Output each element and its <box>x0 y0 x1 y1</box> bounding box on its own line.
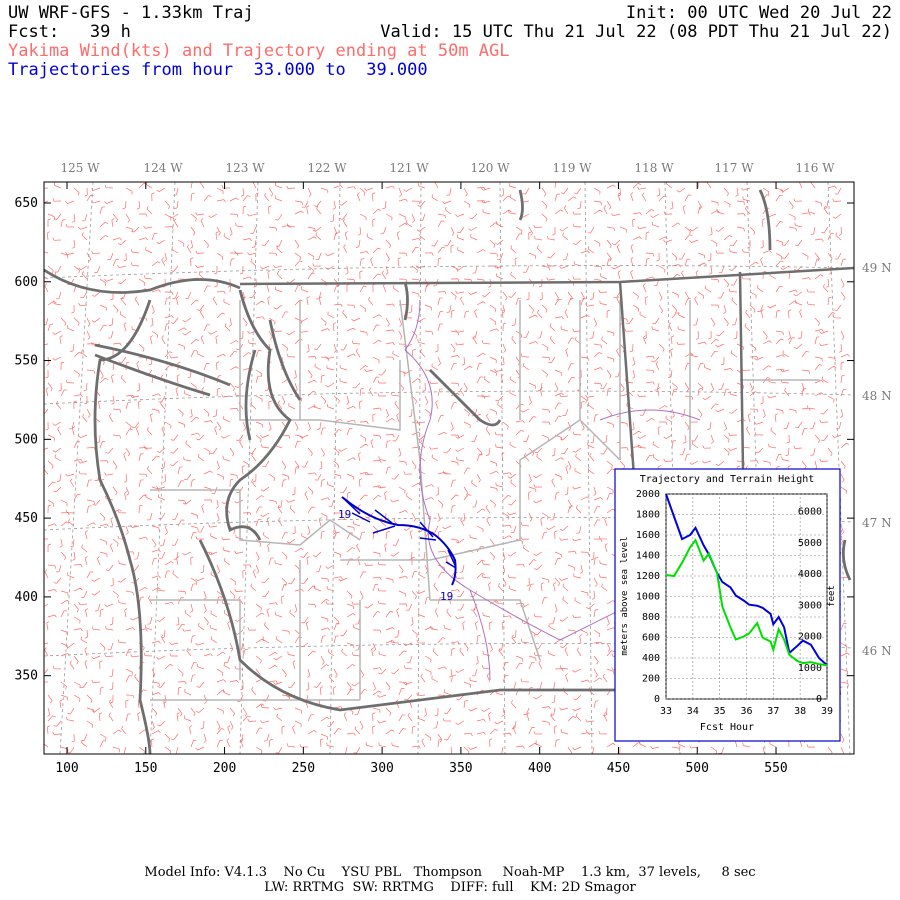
inset-x-tick-label: 37 <box>767 706 779 717</box>
inset-y2-tick-label: 2000 <box>798 632 822 643</box>
longitude-label: 125 W <box>60 161 100 175</box>
latitude-label: 48 N <box>862 389 892 403</box>
longitude-label: 117 W <box>714 161 754 175</box>
forecast-label: Fcst: 39 h <box>8 23 131 41</box>
y-tick-label: 350 <box>15 669 38 684</box>
x-tick-label: 150 <box>134 761 157 776</box>
valid-time: Valid: 15 UTC Thu 21 Jul 22 (08 PDT Thu … <box>380 22 892 42</box>
inset-x-tick-label: 38 <box>794 706 806 717</box>
x-tick-label: 400 <box>528 761 551 776</box>
longitude-label: 116 W <box>795 161 835 175</box>
inset-y-tick-label: 1000 <box>636 592 660 603</box>
longitude-label: 119 W <box>552 161 592 175</box>
inset-ylabel-left: meters above sea level <box>620 536 630 655</box>
inset-y2-tick-label: 6000 <box>798 507 822 518</box>
title-init: Init: 00 UTC Wed 20 Jul 22 <box>625 3 892 23</box>
longitude-label: 118 W <box>634 161 674 175</box>
inset-y-tick-label: 200 <box>642 674 660 685</box>
field-description: Yakima Wind(kts) and Trajectory ending a… <box>8 41 510 61</box>
y-tick-label: 650 <box>15 196 38 211</box>
inset-y-tick-label: 1600 <box>636 530 660 541</box>
trajectory-path <box>341 496 457 586</box>
inset-y-tick-label: 600 <box>642 633 660 644</box>
inset-y2-tick-label: 5000 <box>798 538 822 549</box>
x-tick-label: 250 <box>292 761 315 776</box>
fcst-value: 39 h <box>89 22 131 42</box>
inset-y-tick-label: 1400 <box>636 551 660 562</box>
latitude-label: 47 N <box>862 516 892 530</box>
longitude-label: 123 W <box>225 161 265 175</box>
inset-gridlines <box>665 493 828 700</box>
inset-y2-tick-label: 0 <box>816 694 822 705</box>
inset-x-tick-label: 39 <box>821 706 833 717</box>
x-tick-label: 300 <box>370 761 393 776</box>
y-tick-label: 600 <box>15 275 38 290</box>
inset-x-tick-label: 35 <box>714 706 726 717</box>
inset-y-tick-label: 1800 <box>636 510 660 521</box>
footer-physics-info: LW: RRTMG SW: RRTMG DIFF: full KM: 2D Sm… <box>264 880 636 895</box>
longitude-label: 121 W <box>389 161 429 175</box>
inset-y-tick-label: 800 <box>642 612 660 623</box>
longitude-label: 122 W <box>307 161 347 175</box>
series-line-terrain <box>665 538 828 667</box>
inset-y2-tick-label: 3000 <box>798 600 822 611</box>
y-tick-label: 550 <box>15 354 38 369</box>
inset-chart: Trajectory and Terrain Height 33 34 35 36 37… <box>614 468 841 742</box>
inset-x-tick-label: 33 <box>660 706 672 717</box>
inset-title: Trajectory and Terrain Height <box>640 474 815 485</box>
footer-model-info: Model Info: V4.1.3 No Cu YSU PBL Thompso… <box>144 865 756 880</box>
longitude-label: 120 W <box>470 161 510 175</box>
fcst-label: Fcst: <box>8 22 60 42</box>
x-tick-label: 350 <box>449 761 472 776</box>
inset-y-tick-label: 400 <box>642 653 660 664</box>
inset-x-tick-label: 36 <box>740 706 752 717</box>
series-line-trajectory <box>665 493 828 666</box>
inset-ylabel-right: feet <box>827 585 837 607</box>
x-tick-label: 450 <box>607 761 630 776</box>
map-frame <box>43 181 855 755</box>
x-tick-label: 200 <box>213 761 236 776</box>
x-tick-label: 500 <box>685 761 708 776</box>
y-tick-label: 450 <box>15 511 38 526</box>
inset-y-tick-label: 0 <box>654 694 660 705</box>
longitude-labels: 125 W 124 W 123 W 122 W 121 W 120 W 119 W 118 W… <box>60 161 835 175</box>
trajectory-end-label: 19 <box>440 590 453 603</box>
inset-y-tick-label: 1200 <box>636 571 660 582</box>
latitude-label: 49 N <box>862 261 892 275</box>
inset-x-tick-label: 34 <box>687 706 699 717</box>
inset-y2-tick-label: 4000 <box>798 569 822 580</box>
title-left: UW WRF-GFS - 1.33km Traj <box>8 3 254 23</box>
inset-series <box>665 493 828 667</box>
coastline <box>44 189 852 754</box>
latitude-label: 46 N <box>862 644 892 658</box>
inset-y2-tick-label: 1000 <box>798 663 822 674</box>
map-axis-labels: 100 150 200 250 300 350 400 450 500 5506506005505… <box>15 196 788 776</box>
inset-tick-labels: 33 34 35 36 37 38 3902004006008001000120014001… <box>636 489 833 717</box>
x-tick-label: 100 <box>55 761 78 776</box>
map-axis-ticks <box>44 182 854 754</box>
latitude-labels: 49 N 48 N 47 N 46 N <box>862 261 892 658</box>
y-tick-label: 500 <box>15 432 38 447</box>
x-tick-label: 550 <box>764 761 787 776</box>
y-tick-label: 400 <box>15 590 38 605</box>
longitude-label: 124 W <box>143 161 183 175</box>
inset-xlabel: Fcst Hour <box>700 722 754 733</box>
trajectory-description: Trajectories from hour 33.000 to 39.000 <box>8 60 428 80</box>
trajectory-start-label: 19 <box>338 508 351 521</box>
inset-y-tick-label: 2000 <box>636 489 660 500</box>
